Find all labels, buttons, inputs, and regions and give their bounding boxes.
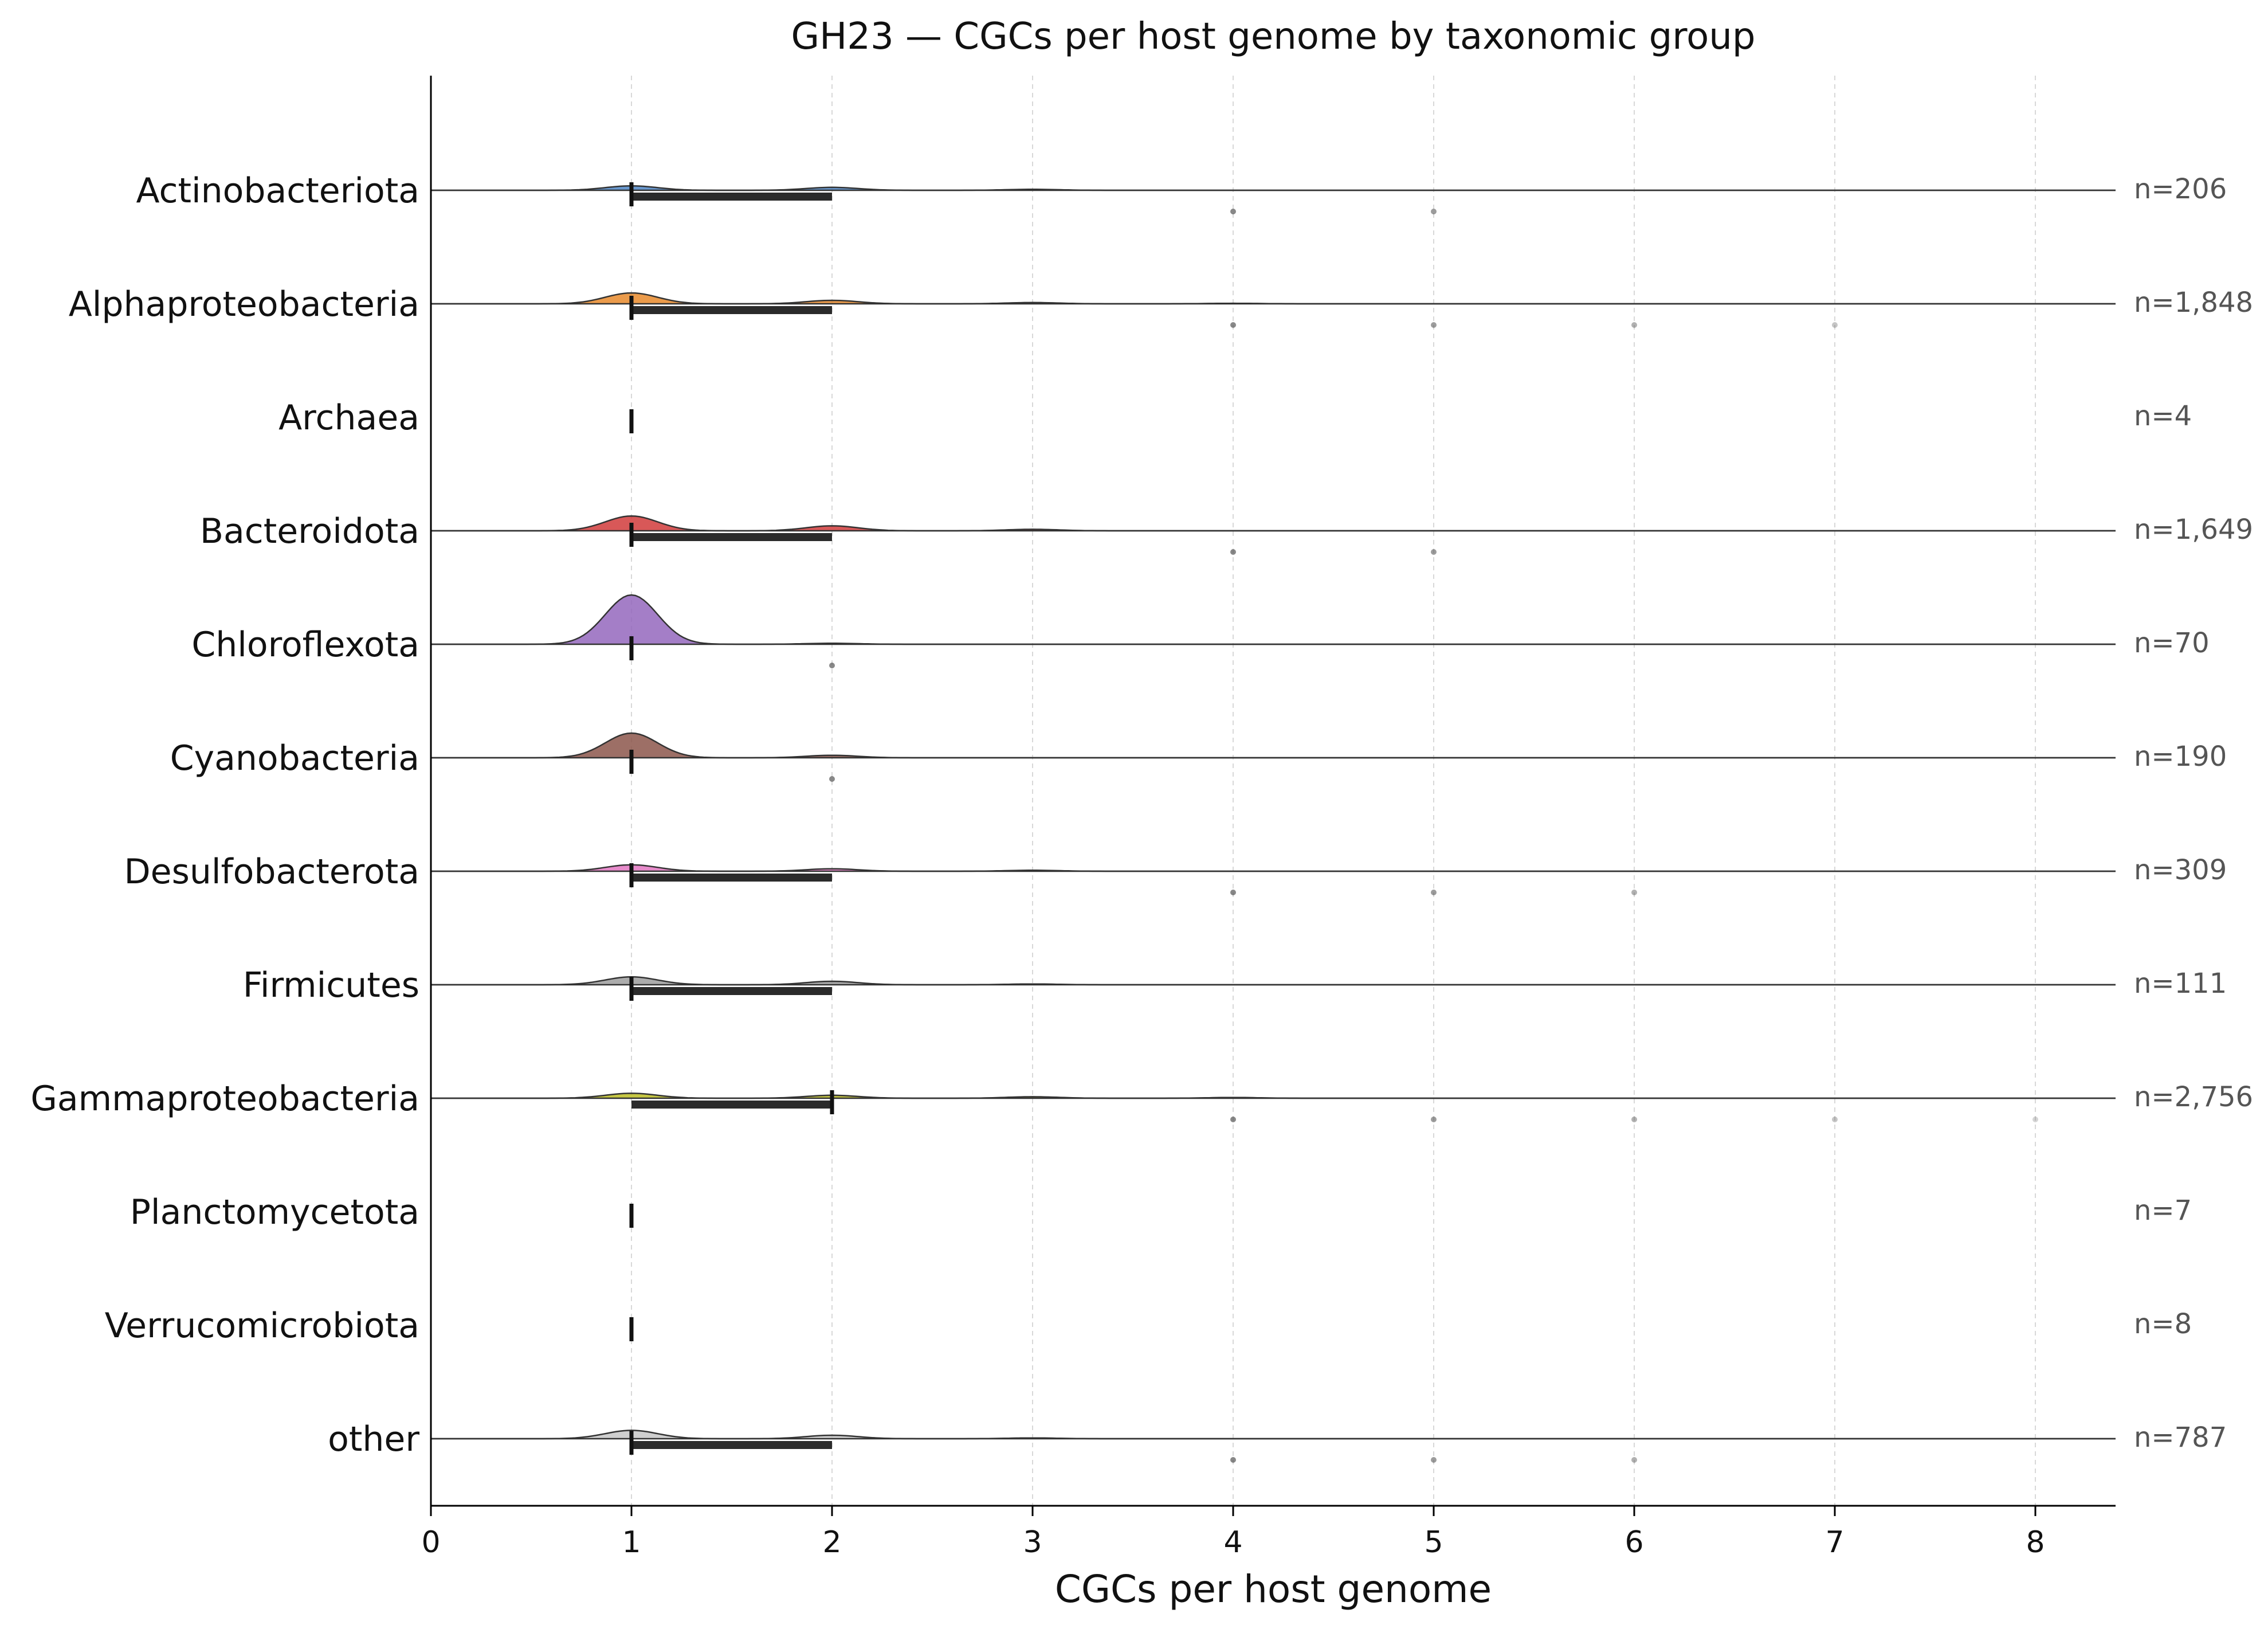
count-label: n=4 <box>2134 400 2192 432</box>
ridge-row: Actinobacteriota n=206 <box>136 171 2227 214</box>
outlier-point <box>1431 209 1437 214</box>
outlier-point <box>1431 1117 1437 1122</box>
density-fill <box>431 293 2116 304</box>
x-tick-label: 3 <box>1023 1525 1042 1560</box>
density-outline <box>431 864 2116 872</box>
x-tick-label: 6 <box>1625 1525 1643 1560</box>
density-outline <box>431 1092 2116 1099</box>
outlier-point <box>1230 322 1236 328</box>
x-tick-label: 2 <box>822 1525 841 1560</box>
outlier-point <box>829 663 835 668</box>
outlier-point <box>1431 322 1437 328</box>
density-outline <box>431 292 2116 305</box>
count-label: n=111 <box>2134 968 2227 1000</box>
outlier-point <box>1230 1457 1236 1463</box>
outlier-point <box>1230 209 1236 214</box>
density-outline <box>431 515 2116 532</box>
outlier-point <box>1631 322 1637 328</box>
count-label: n=1,649 <box>2134 514 2253 546</box>
ridge-row: Gammaproteobacteria n=2,756 <box>30 1079 2253 1122</box>
x-tick-label: 4 <box>1223 1525 1242 1560</box>
density-outline <box>431 976 2116 986</box>
outlier-point <box>1431 890 1437 895</box>
density-fill <box>431 516 2116 531</box>
outlier-point <box>1631 890 1637 895</box>
density-outline <box>431 732 2116 759</box>
count-label: n=787 <box>2134 1422 2227 1454</box>
ridge-row: other n=787 <box>328 1419 2227 1463</box>
outlier-point <box>1832 1117 1838 1122</box>
count-label: n=2,756 <box>2134 1081 2253 1113</box>
outlier-point <box>1832 322 1838 328</box>
count-label: n=190 <box>2134 741 2227 773</box>
iqr-bar <box>631 1441 832 1449</box>
chart-title: GH23 — CGCs per host genome by taxonomic… <box>791 15 1756 58</box>
x-axis-label: CGCs per host genome <box>1055 1567 1492 1611</box>
density-fill <box>431 733 2116 758</box>
category-label: other <box>328 1419 419 1459</box>
category-label: Gammaproteobacteria <box>30 1079 419 1119</box>
category-label: Verrucomicrobiota <box>105 1306 419 1346</box>
count-label: n=7 <box>2134 1195 2192 1227</box>
ridge-row: Firmicutes n=111 <box>243 965 2227 1005</box>
outlier-point <box>1431 549 1437 555</box>
density-fill <box>431 1093 2116 1098</box>
ridges: Actinobacteriota n=206 Alphaproteobacteria… <box>30 171 2253 1463</box>
ridge-row: Chloroflexota n=70 <box>191 594 2210 668</box>
density-outline <box>431 1430 2116 1440</box>
category-label: Chloroflexota <box>191 625 419 665</box>
iqr-bar <box>631 193 832 201</box>
outlier-point <box>1230 890 1236 895</box>
gridlines <box>631 76 2036 1506</box>
iqr-bar <box>631 874 832 882</box>
ridge-row: Alphaproteobacteria n=1,848 <box>69 284 2253 328</box>
category-label: Cyanobacteria <box>170 738 419 778</box>
ridge-row: Bacteroidota n=1,649 <box>200 511 2253 555</box>
iqr-bar <box>631 533 832 541</box>
iqr-bar <box>631 306 832 314</box>
ridge-row: Desulfobacterota n=309 <box>124 852 2227 895</box>
density-outline <box>431 594 2116 645</box>
outlier-point <box>829 776 835 782</box>
ridge-row: Planctomycetota n=7 <box>130 1192 2192 1232</box>
count-label: n=70 <box>2134 627 2210 659</box>
x-tick-label: 5 <box>1424 1525 1443 1560</box>
iqr-bar <box>631 987 832 995</box>
category-label: Planctomycetota <box>130 1192 419 1232</box>
outlier-point <box>1631 1117 1637 1122</box>
count-label: n=1,848 <box>2134 287 2253 319</box>
density-fill <box>431 186 2116 190</box>
category-label: Bacteroidota <box>200 511 419 551</box>
x-tick-label: 0 <box>421 1525 440 1560</box>
outlier-point <box>2032 1117 2038 1122</box>
category-label: Firmicutes <box>243 965 419 1005</box>
ridge-row: Cyanobacteria n=190 <box>170 732 2227 782</box>
category-label: Desulfobacterota <box>124 852 419 892</box>
x-tick-label: 8 <box>2026 1525 2045 1560</box>
x-ticks: 0 1 2 3 4 5 6 7 8 <box>421 1506 2045 1560</box>
outlier-point <box>1230 549 1236 555</box>
category-label: Archaea <box>278 398 419 438</box>
axes <box>430 76 2116 1507</box>
category-label: Actinobacteriota <box>136 171 419 211</box>
x-tick-label: 1 <box>622 1525 641 1560</box>
count-label: n=8 <box>2134 1308 2192 1340</box>
ridge-row: Archaea n=4 <box>278 398 2192 438</box>
ridge-row: Verrucomicrobiota n=8 <box>105 1306 2192 1346</box>
iqr-bar <box>631 1101 832 1109</box>
count-label: n=309 <box>2134 854 2227 886</box>
outlier-point <box>1431 1457 1437 1463</box>
count-label: n=206 <box>2134 173 2227 205</box>
outlier-point <box>1631 1457 1637 1463</box>
density-fill <box>431 595 2116 644</box>
outlier-point <box>1230 1117 1236 1122</box>
category-label: Alphaproteobacteria <box>69 284 419 324</box>
x-tick-label: 7 <box>1825 1525 1844 1560</box>
